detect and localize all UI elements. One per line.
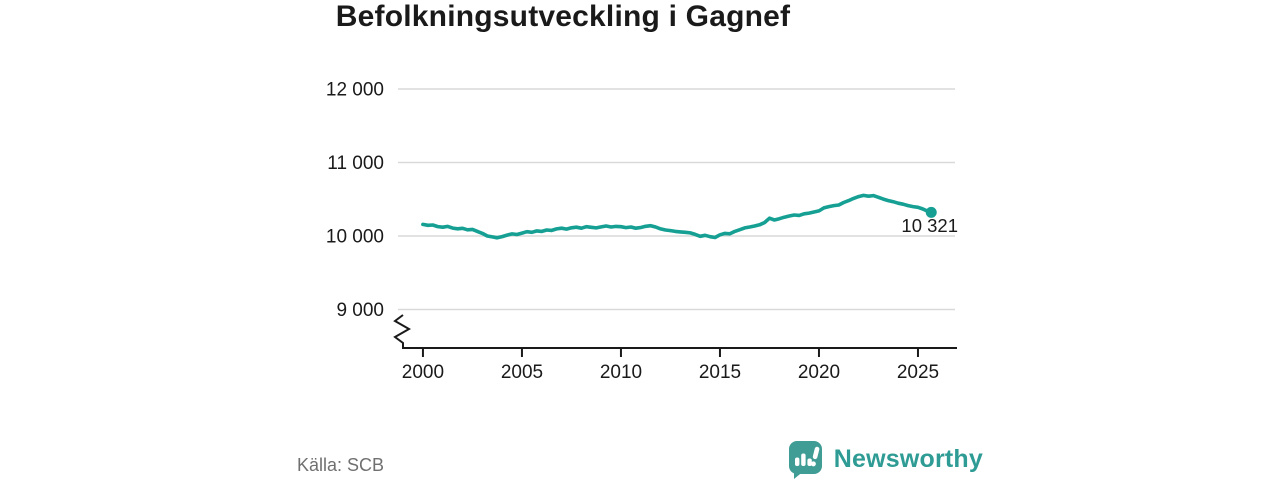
source-note: Källa: SCB (297, 455, 385, 475)
population-line (421, 193, 934, 240)
y-axis-tick-label: 12 000 (326, 80, 384, 101)
y-axis-tick-label: 10 000 (326, 227, 384, 248)
axis-break-squiggle (393, 314, 412, 349)
y-axis-tick-label: 11 000 (327, 153, 384, 174)
y-axis-tick-label: 9 000 (336, 300, 384, 321)
x-axis-tick-label: 2010 (600, 362, 642, 383)
newsworthy-logo: Newsworthy (788, 440, 983, 479)
x-axis-tick-label: 2015 (699, 362, 741, 383)
x-axis-tick-label: 2025 (897, 362, 939, 383)
newsworthy-wordmark: Newsworthy (833, 445, 983, 473)
x-axis-tick-label: 2000 (402, 362, 444, 383)
bar-chart-speech-bubble-icon (788, 441, 822, 479)
latest-value-dot (925, 206, 937, 218)
latest-value-label: 10 321 (901, 215, 958, 236)
chart-title: Befolkningsutveckling i Gagnef (335, 0, 791, 33)
x-axis-tick-label: 2005 (501, 362, 543, 383)
x-axis-tick-label: 2020 (798, 362, 840, 383)
